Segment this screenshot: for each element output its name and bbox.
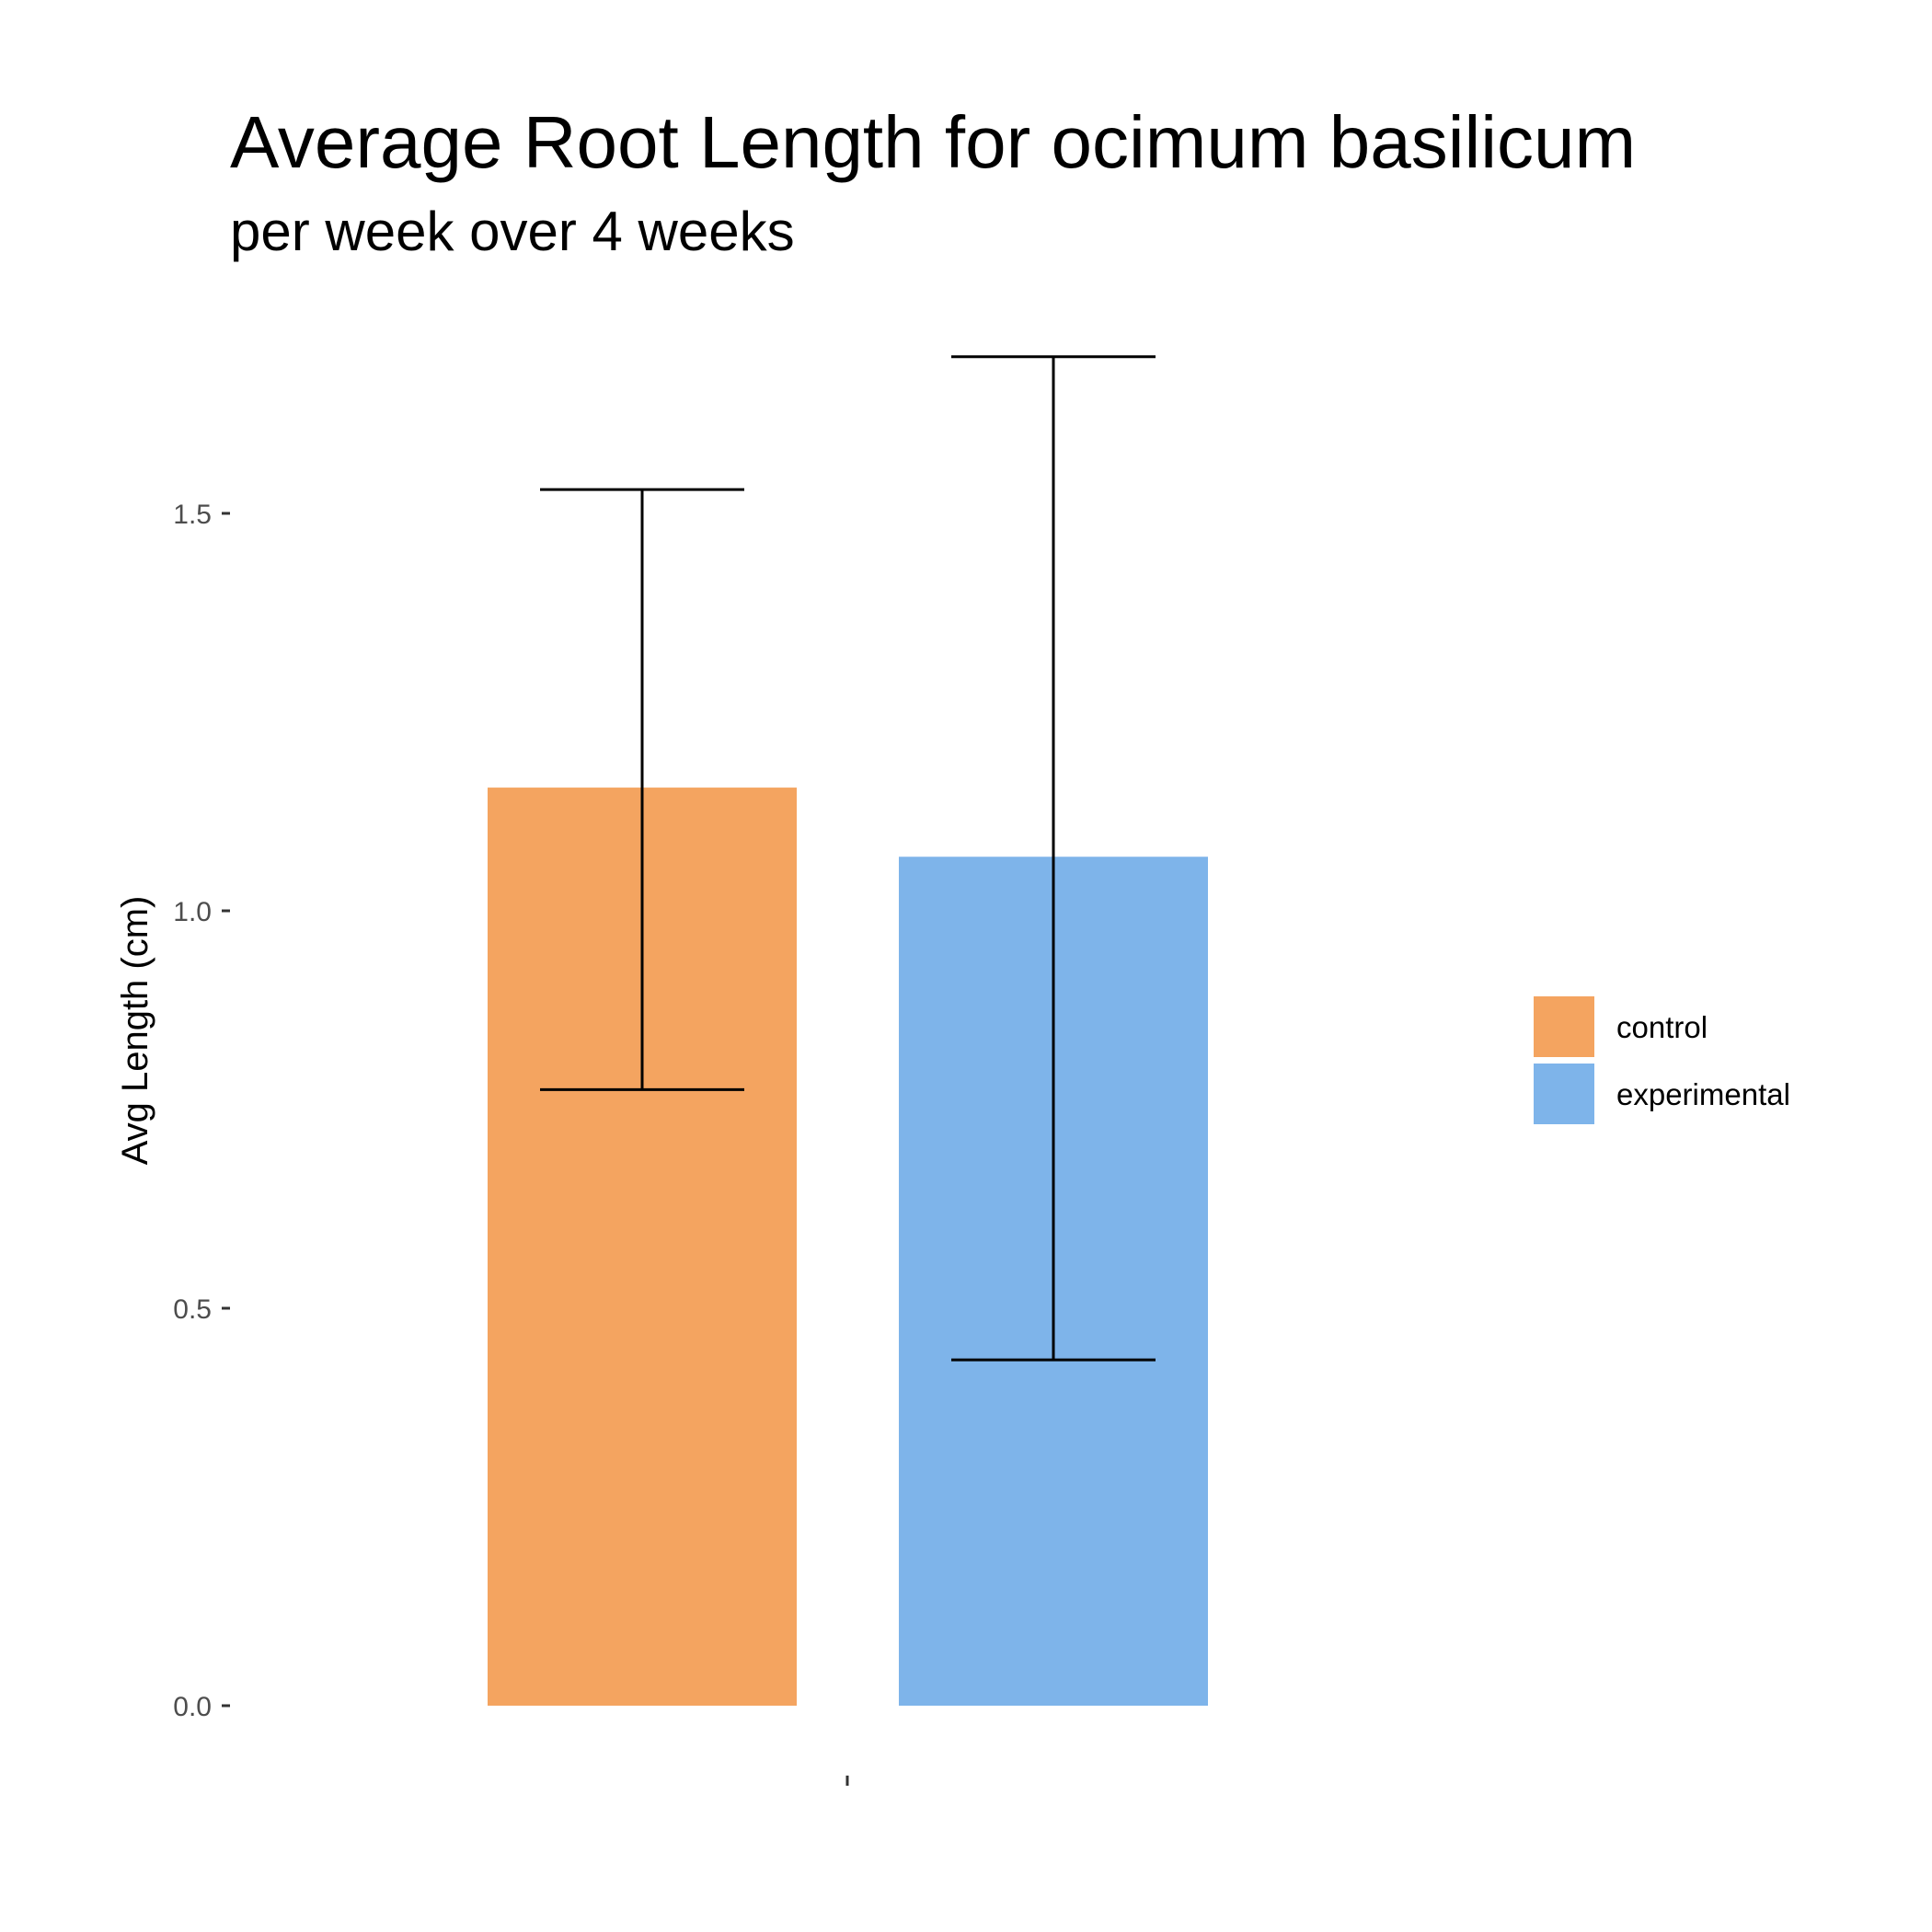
error-bar-experimental — [951, 355, 1156, 1362]
error-bar-control — [540, 488, 744, 1091]
y-tick-label: 0.5 — [173, 1294, 212, 1325]
error-bars-group — [540, 355, 1156, 1362]
legend-label-experimental: experimental — [1616, 1077, 1790, 1111]
chart-subtitle: per week over 4 weeks — [230, 201, 795, 262]
y-axis: 0.0 0.5 1.0 1.5 — [173, 500, 230, 1722]
y-axis-label: Avg Length (cm) — [115, 896, 155, 1166]
bars-group — [488, 788, 1208, 1706]
legend-key-control — [1534, 996, 1594, 1057]
legend: control experimental — [1534, 996, 1790, 1124]
legend-key-experimental — [1534, 1064, 1594, 1124]
y-tick-label: 1.5 — [173, 500, 212, 530]
legend-label-control: control — [1616, 1010, 1708, 1044]
y-tick-label: 1.0 — [173, 897, 212, 927]
chart-title: Average Root Length for ocimum basilicum — [230, 101, 1636, 183]
y-tick-label: 0.0 — [173, 1692, 212, 1722]
